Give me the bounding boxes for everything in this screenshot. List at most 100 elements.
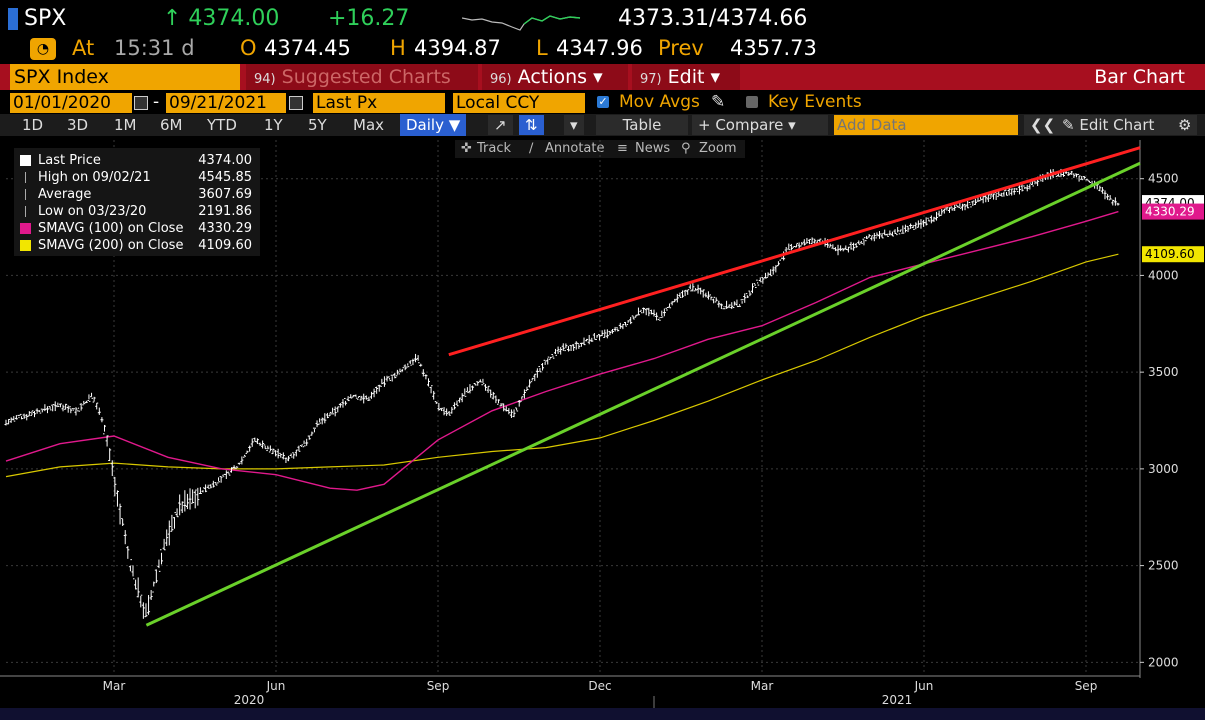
period-ytd[interactable]: YTD xyxy=(207,116,237,134)
low-label: L xyxy=(536,36,548,60)
legend-value: 4109.60 xyxy=(198,238,252,253)
legend-item[interactable]: Last Price 4374.00 xyxy=(20,152,256,169)
currency-select[interactable]: Local CCY xyxy=(453,93,585,113)
suggested-charts-button[interactable]: 94) Suggested Charts xyxy=(246,64,478,90)
legend-swatch xyxy=(25,189,27,200)
period-6m[interactable]: 6M xyxy=(160,116,183,134)
mov-avgs-checkbox[interactable]: ✓ xyxy=(597,95,609,108)
bid-ask: 4373.31/4374.66 xyxy=(618,6,808,31)
date-settings-row: 01/01/2020 - 09/21/2021 Last Px Local CC… xyxy=(0,92,1205,114)
track-icon: ✜ xyxy=(461,141,472,156)
calendar-icon[interactable] xyxy=(289,96,303,110)
y-tick-label: 4000 xyxy=(1148,268,1179,282)
security-color-tag xyxy=(8,8,18,30)
price-tag xyxy=(1142,203,1204,220)
ticker-symbol[interactable]: SPX xyxy=(24,6,67,31)
x-month-label: Jun xyxy=(266,679,286,693)
low-value: 4347.96 xyxy=(556,36,643,60)
chart-type-title: Bar Chart xyxy=(1094,66,1185,88)
end-date-input[interactable]: 09/21/2021 xyxy=(166,93,286,113)
period-1m[interactable]: 1M xyxy=(114,116,137,134)
legend-name: SMAVG (100) on Close xyxy=(38,221,184,236)
suggested-charts-label: Suggested Charts xyxy=(281,66,451,88)
x-month-label: Jun xyxy=(914,679,934,693)
at-label: At xyxy=(72,36,95,60)
price-tag xyxy=(1142,246,1204,263)
legend-item[interactable]: SMAVG (100) on Close 4330.29 xyxy=(20,220,256,237)
edit-menu[interactable]: 97) Edit ▾ xyxy=(632,64,740,90)
key-events-checkbox[interactable] xyxy=(746,96,758,108)
period-max[interactable]: Max xyxy=(353,116,385,134)
actions-label: Actions ▾ xyxy=(517,66,603,88)
net-change: +16.27 xyxy=(328,6,410,31)
chart-style-dropdown-icon[interactable]: ▾ xyxy=(564,115,584,135)
y-tick-label: 3500 xyxy=(1148,365,1179,379)
speedometer-icon[interactable]: ◔ xyxy=(30,38,56,60)
legend-item[interactable]: Average 3607.69 xyxy=(20,186,256,203)
legend-name: High on 09/02/21 xyxy=(38,170,151,185)
legend-item[interactable]: SMAVG (200) on Close 4109.60 xyxy=(20,237,256,254)
sparkline-icon xyxy=(462,15,581,31)
edit-number: 97) xyxy=(640,72,662,87)
period-5y[interactable]: 5Y xyxy=(308,116,327,134)
line-chart-icon[interactable]: ↗ xyxy=(488,115,513,135)
legend-swatch xyxy=(20,240,31,251)
actions-number: 96) xyxy=(490,72,512,87)
pencil-icon[interactable]: ✎ xyxy=(711,92,726,112)
annotate-button[interactable]: Annotate xyxy=(545,141,605,156)
legend-item[interactable]: High on 09/02/21 4545.85 xyxy=(20,169,256,186)
compare-button[interactable]: + Compare ▾ xyxy=(692,115,828,135)
sma200-line xyxy=(5,253,1119,478)
annotate-icon: ∕ xyxy=(529,141,534,156)
period-3d[interactable]: 3D xyxy=(67,116,89,134)
security-field[interactable]: SPX Index xyxy=(10,64,240,90)
key-events-label[interactable]: Key Events xyxy=(768,92,862,112)
add-data-input[interactable] xyxy=(834,115,1018,135)
track-button[interactable]: Track xyxy=(477,141,512,156)
pencil-icon: ✎ xyxy=(1062,116,1075,134)
period-1y[interactable]: 1Y xyxy=(264,116,283,134)
price-tag-label: 4330.29 xyxy=(1145,205,1195,219)
calendar-icon[interactable] xyxy=(134,96,148,110)
table-button[interactable]: Table xyxy=(596,115,688,135)
x-month-label: Mar xyxy=(751,679,774,693)
status-strip xyxy=(0,708,1205,720)
gear-icon[interactable]: ⚙ xyxy=(1172,115,1198,135)
edit-label: Edit ▾ xyxy=(667,66,721,88)
frequency-select[interactable]: Daily ▼ xyxy=(400,114,467,136)
collapse-icon[interactable]: ❮❮ xyxy=(1024,115,1062,135)
quote-row: ◔ At 15:31 d O 4374.45 H 4394.87 L 4347.… xyxy=(0,36,1205,62)
legend-value: 4545.85 xyxy=(198,170,252,185)
legend-value: 2191.86 xyxy=(198,204,252,219)
x-month-label: Sep xyxy=(1075,679,1098,693)
period-1d[interactable]: 1D xyxy=(22,116,44,134)
legend-value: 4330.29 xyxy=(198,221,252,236)
field-select[interactable]: Last Px xyxy=(313,93,445,113)
news-button[interactable]: News xyxy=(635,141,671,156)
price-chart[interactable]: 2000 2500 3000 3500 4000 4500 Mar Jun Sep Dec Mar J… xyxy=(0,135,1205,708)
y-tick-label: 3000 xyxy=(1148,462,1179,476)
x-month-label: Sep xyxy=(427,679,450,693)
legend-swatch xyxy=(20,223,31,234)
legend-swatch xyxy=(20,155,31,166)
legend-value: 4374.00 xyxy=(198,153,252,168)
open-label: O xyxy=(240,36,257,60)
legend-name: SMAVG (200) on Close xyxy=(38,238,184,253)
chart-tools-row: ✜ Track ∕ Annotate ≡ News ⚲ Zoom xyxy=(0,140,1205,158)
zoom-icon: ⚲ xyxy=(681,141,691,156)
prev-label: Prev xyxy=(658,36,704,60)
zoom-button[interactable]: Zoom xyxy=(699,141,737,156)
y-tick-label: 4500 xyxy=(1148,172,1179,186)
mov-avgs-label[interactable]: Mov Avgs xyxy=(619,92,700,112)
edit-chart-label: Edit Chart xyxy=(1079,116,1155,134)
legend-name: Last Price xyxy=(38,153,101,168)
chart-legend: Last Price 4374.00 High on 09/02/21 4545.85… xyxy=(14,148,260,256)
y-tick-label: 2000 xyxy=(1148,655,1179,669)
legend-swatch xyxy=(25,206,27,217)
bar-chart-icon[interactable]: ⇅ xyxy=(519,115,544,135)
edit-chart-button[interactable]: ✎ Edit Chart xyxy=(1056,115,1176,135)
actions-menu[interactable]: 96) Actions ▾ xyxy=(482,64,628,90)
start-date-input[interactable]: 01/01/2020 xyxy=(10,93,132,113)
trendline xyxy=(145,161,1141,627)
legend-item[interactable]: Low on 03/23/20 2191.86 xyxy=(20,203,256,220)
